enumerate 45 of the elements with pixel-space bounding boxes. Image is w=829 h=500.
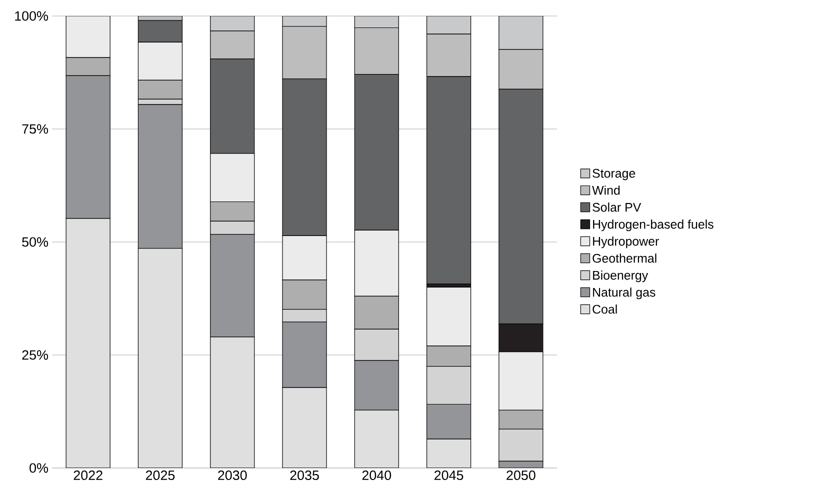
legend-label: Coal: [592, 304, 617, 314]
legend-label: Hydropower: [593, 236, 659, 248]
y-tick-label: 100%: [15, 11, 48, 21]
legend-label: Wind: [592, 186, 620, 195]
bar: [282, 235, 327, 280]
x-tick-label: 2035: [290, 470, 319, 480]
bar: [282, 322, 327, 388]
legend-label: Natural gas: [593, 288, 656, 300]
y-tick-label: 75%: [22, 124, 48, 134]
bar: [66, 218, 110, 468]
x-tick-label: 2040: [362, 470, 392, 480]
bar: [354, 360, 399, 410]
y-tick-label: 25%: [22, 350, 48, 360]
bar: [498, 49, 544, 90]
bar: [138, 248, 183, 468]
bar: [66, 16, 110, 58]
bar: [426, 34, 472, 77]
legend-label: Hydrogen-based fuels: [593, 220, 714, 232]
bar: [498, 352, 544, 410]
x-tick-label: 2022: [74, 470, 102, 480]
y-tick-label: 0%: [30, 463, 48, 473]
x-tick-label: 2030: [218, 470, 247, 480]
bar: [210, 336, 255, 468]
bar: [210, 153, 255, 202]
bar: [282, 26, 327, 80]
legend-label: Storage: [592, 168, 636, 180]
bar: [210, 30, 255, 60]
bar: [354, 230, 399, 297]
bar: [138, 42, 183, 80]
bar: [138, 104, 183, 249]
bar: [282, 387, 327, 468]
bar: [66, 75, 110, 219]
bar: [426, 404, 472, 440]
bar: [426, 286, 472, 346]
legend-label: Bioenergy: [593, 270, 648, 282]
bar: [426, 438, 472, 468]
legend-label: Solar PV: [592, 202, 642, 212]
y-tick-label: 50%: [22, 237, 48, 247]
bar: [354, 27, 399, 75]
legend-label: Geothermal: [592, 254, 656, 263]
bar: [210, 234, 255, 338]
x-tick-label: 2025: [146, 470, 175, 480]
bar: [354, 410, 399, 468]
x-tick-label: 2050: [506, 470, 536, 480]
x-tick-label: 2045: [434, 470, 464, 480]
